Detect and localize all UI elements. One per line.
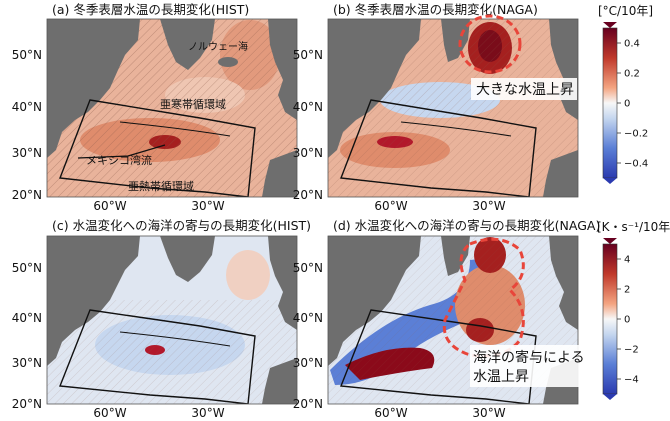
colorbar-top-tick-label: −0.4 — [624, 159, 648, 170]
panel-d-title: (d) 水温変化への海洋の寄与の長期変化(NAGA) — [333, 218, 600, 233]
panel-b-callout: 大きな水温上昇 — [476, 82, 574, 98]
colorbar-bottom: [K・s⁻¹/10年] 4 2 0 −2 −4 — [597, 220, 670, 400]
panel-b-frame — [327, 18, 579, 198]
panel-c-frame — [46, 235, 298, 405]
colorbar-bottom-tick-label: 0 — [624, 315, 630, 326]
panel-d-land-europe — [549, 236, 578, 330]
panel-a-lat-20: 20°N — [12, 188, 42, 202]
panel-d-frame — [327, 235, 579, 405]
colorbar-top-extend-max — [603, 22, 617, 28]
colorbar-top-extend-min — [603, 178, 617, 184]
panel-d-callout-line2: 水温上昇 — [473, 369, 529, 385]
panel-b-lat-50: 50°N — [293, 48, 323, 62]
panel-c-land-america — [47, 236, 140, 366]
panel-d-land-america — [328, 236, 421, 366]
colorbar-top-bar — [602, 27, 618, 179]
panel-c-lon-60: 60°W — [93, 406, 126, 420]
colorbar-bottom-unit: [K・s⁻¹/10年] — [597, 220, 670, 234]
panel-d-land-greenland — [441, 236, 470, 276]
panel-a-land-america — [47, 19, 140, 158]
panel-a-land-europe — [268, 19, 297, 120]
panel-a-lat-30: 30°N — [12, 146, 42, 160]
panel-c-lat-20: 20°N — [12, 397, 42, 411]
panel-b-land-america — [328, 19, 421, 158]
panel-a-lon-30: 30°W — [191, 199, 224, 213]
panel-d-lon-30: 30°W — [472, 406, 505, 420]
colorbar-top-unit: [°C/10年] — [598, 4, 653, 18]
panel-c-lat-40: 40°N — [12, 311, 42, 325]
panel-a: (a) 冬季表層水温の長期変化(HIST) ノルウェー — [12, 2, 298, 213]
panel-c: (c) 水温変化への海洋の寄与の長期変化(HIST) 50°N 40°N 30°… — [12, 218, 311, 420]
colorbar-top: [°C/10年] 0.4 0.2 0 −0.2 −0.4 — [598, 4, 653, 184]
panel-a-label-subpolar: 亜寒帯循環域 — [160, 97, 226, 111]
panel-a-gulf-arrow — [77, 144, 166, 159]
panel-d-lat-40: 40°N — [293, 311, 323, 325]
panel-b-title: (b) 冬季表層水温の長期変化(NAGA) — [333, 2, 538, 17]
panel-b-lat-30: 30°N — [293, 146, 323, 160]
panel-c-boundary-arc — [119, 331, 231, 347]
panel-b-callout-box — [471, 78, 577, 100]
panel-d-lat-50: 50°N — [293, 261, 323, 275]
panel-b-boundary-arc — [400, 121, 512, 137]
colorbar-bottom-tick-label: 2 — [624, 285, 630, 296]
panel-c-region-box — [59, 309, 256, 404]
panel-c-lat-30: 30°N — [12, 356, 42, 370]
panel-d: (d) 水温変化への海洋の寄与の長期変化(NAGA) 海洋の寄与による 水温上昇… — [293, 218, 601, 420]
panel-b-lon-30: 30°W — [472, 199, 505, 213]
panel-c-land-africa — [262, 358, 297, 404]
panel-a-label-gulf: メキシコ湾流 — [86, 153, 152, 167]
panel-a-land-iceland — [218, 57, 238, 67]
colorbar-top-tick-label: 0 — [624, 99, 630, 110]
panel-d-callout-box — [470, 345, 580, 387]
panel-a-lon-60: 60°W — [93, 199, 126, 213]
panel-b-region-box — [340, 99, 537, 197]
panel-a-boundary-arc — [119, 121, 231, 137]
colorbar-top-tick-label: 0.4 — [624, 39, 640, 50]
colorbar-bottom-bar — [602, 243, 618, 395]
panel-a-label-norway: ノルウェー海 — [188, 40, 248, 53]
panel-d-lat-20: 20°N — [293, 397, 323, 411]
panel-b-lat-20: 20°N — [293, 188, 323, 202]
colorbar-bottom-tick-label: −2 — [624, 345, 639, 356]
panel-a-lat-40: 40°N — [12, 100, 42, 114]
panel-b-land-africa — [543, 150, 578, 197]
panel-a-land-africa — [262, 150, 297, 197]
panel-a-title: (a) 冬季表層水温の長期変化(HIST) — [52, 2, 249, 17]
panel-b-lat-40: 40°N — [293, 100, 323, 114]
colorbar-bottom-extend-max — [603, 238, 617, 244]
colorbar-bottom-tick-label: 4 — [624, 255, 630, 266]
panel-d-lon-60: 60°W — [374, 406, 407, 420]
panel-c-lon-30: 30°W — [191, 406, 224, 420]
panel-a-lat-50: 50°N — [12, 48, 42, 62]
panel-a-label-subtropical: 亜熱帯循環域 — [128, 180, 194, 193]
colorbar-bottom-tick-label: −4 — [624, 375, 639, 386]
panel-c-title: (c) 水温変化への海洋の寄与の長期変化(HIST) — [52, 218, 311, 233]
colorbar-top-tick-label: 0.2 — [624, 69, 640, 80]
panel-b: (b) 冬季表層水温の長期変化(NAGA) 大きな水温上昇 50°N 40°N … — [293, 2, 579, 213]
panel-b-lon-60: 60°W — [374, 199, 407, 213]
panel-a-frame — [46, 18, 298, 198]
panel-c-land-europe — [268, 236, 297, 330]
colorbar-top-tick-label: −0.2 — [624, 129, 648, 140]
panel-d-lat-30: 30°N — [293, 356, 323, 370]
panel-d-callout-line1: 海洋の寄与による — [473, 349, 585, 366]
panel-c-land-greenland — [160, 236, 215, 282]
panel-b-highlight-circle — [458, 14, 522, 74]
panel-d-region-box — [340, 309, 537, 404]
colorbar-bottom-extend-min — [603, 394, 617, 400]
panel-a-region-box — [59, 99, 256, 197]
panel-a-land-greenland — [160, 19, 215, 70]
panel-c-lat-50: 50°N — [12, 261, 42, 275]
panel-c-nordic-warm — [226, 250, 270, 300]
